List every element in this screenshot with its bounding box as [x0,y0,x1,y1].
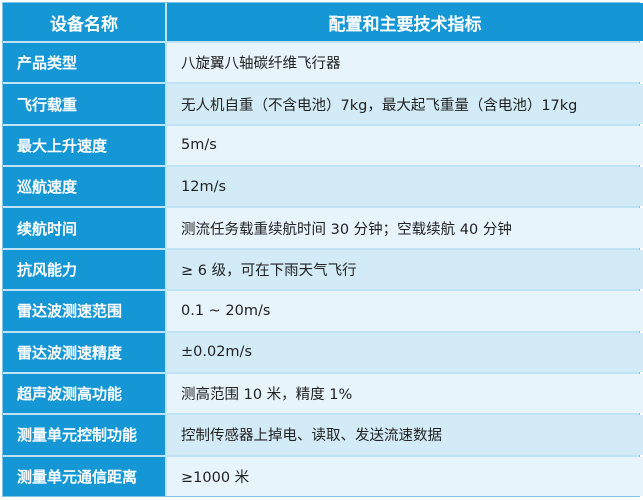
header-device-name: 设备名称 [3,3,165,41]
row-value-wind-resistance: ≥ 6 级，可在下雨天气飞行 [167,249,643,290]
row-label-unit-control: 测量单元控制功能 [3,415,165,455]
row-value-unit-comm-range: ≥1000 米 [167,456,643,496]
row-label-payload: 飞行载重 [3,84,165,124]
row-value-ultrasonic-altimetry: 测高范围 10 米，精度 1% [167,373,643,414]
row-label-wind-resistance: 抗风能力 [3,249,165,290]
row-label-endurance: 续航时间 [3,208,165,248]
row-value-payload: 无人机自重（不含电池）7kg，最大起飞重量（含电池）17kg [167,84,643,124]
row-label-radar-speed-accuracy: 雷达波测速精度 [3,332,165,372]
row-label-unit-comm-range: 测量单元通信距离 [3,456,165,496]
row-value-product-type: 八旋翼八轴碳纤维飞行器 [167,43,643,83]
row-label-max-climb-speed: 最大上升速度 [3,125,165,166]
row-label-ultrasonic-altimetry: 超声波测高功能 [3,373,165,414]
row-label-radar-speed-range: 雷达波测速范围 [3,291,165,331]
row-value-radar-speed-range: 0.1 ~ 20m/s [167,291,643,331]
row-label-cruise-speed: 巡航速度 [3,167,165,207]
row-label-product-type: 产品类型 [3,43,165,83]
row-value-endurance: 测流任务载重续航时间 30 分钟；空载续航 40 分钟 [167,208,643,248]
row-value-max-climb-speed: 5m/s [167,125,643,166]
row-value-unit-control: 控制传感器上掉电、读取、发送流速数据 [167,415,643,455]
row-value-cruise-speed: 12m/s [167,167,643,207]
header-config-specs: 配置和主要技术指标 [167,3,643,41]
row-value-radar-speed-accuracy: ±0.02m/s [167,332,643,372]
